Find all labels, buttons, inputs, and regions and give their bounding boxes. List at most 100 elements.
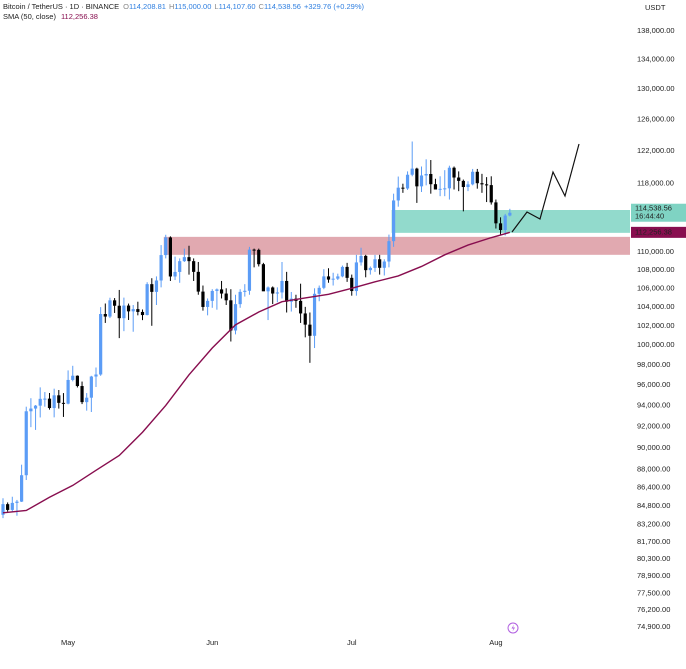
candle-body	[340, 266, 345, 277]
candle-body	[331, 278, 335, 280]
candle-body	[38, 398, 42, 406]
candle-body	[494, 202, 498, 224]
candle-body	[322, 276, 326, 288]
candle-body	[61, 402, 66, 404]
candle-body	[447, 167, 451, 189]
candle-body	[401, 187, 405, 189]
y-tick-label: 74,900.00	[637, 622, 670, 631]
zone	[163, 236, 630, 255]
candle-body	[257, 249, 261, 265]
candle-body	[154, 280, 159, 292]
candle-body	[150, 284, 154, 292]
candle-body	[461, 180, 465, 188]
candle-body	[419, 175, 424, 187]
candle-body	[192, 261, 196, 272]
zone	[391, 210, 630, 233]
candle-body	[85, 397, 89, 403]
candle-body	[71, 375, 75, 380]
candle-body	[275, 292, 279, 294]
sma-badge	[631, 226, 686, 238]
candle-body	[303, 313, 307, 325]
y-tick-label: 106,000.00	[637, 283, 675, 292]
y-tick-label: 86,400.00	[637, 483, 670, 492]
candle-body	[410, 168, 414, 175]
candle-body	[94, 374, 98, 377]
y-tick-label: 80,300.00	[637, 554, 670, 563]
x-tick-label: Aug	[489, 638, 502, 647]
candle-body	[475, 171, 479, 184]
candle-body	[43, 398, 47, 400]
candle-body	[392, 200, 396, 242]
candle-body	[457, 177, 461, 181]
candle-body	[206, 300, 210, 307]
candle-body	[224, 293, 228, 301]
candle-body	[271, 287, 275, 294]
candle-body	[387, 241, 391, 262]
candle-body	[252, 249, 256, 251]
candle-body	[415, 168, 419, 187]
candle-body	[326, 276, 331, 280]
events-icon	[507, 622, 519, 634]
sma-name: SMA (50, close)	[3, 12, 56, 21]
candle-body	[452, 167, 456, 178]
candle-body	[47, 398, 52, 409]
candles	[1, 141, 512, 519]
candle-body	[122, 305, 126, 319]
candle-body	[1, 504, 5, 515]
candle-body	[266, 287, 270, 292]
candle-body	[219, 289, 224, 294]
candle-body	[15, 501, 19, 503]
candle-body	[299, 300, 303, 314]
sma-price-label: 112,256.38	[635, 227, 672, 236]
y-tick-label: 96,000.00	[637, 380, 670, 389]
candle-body	[187, 257, 191, 262]
zones	[163, 210, 630, 255]
ohlc-value: 114,538.56	[264, 2, 301, 11]
ohlc-value: 114,107.60	[219, 2, 256, 11]
ohlc-key: L	[214, 2, 218, 11]
candle-body	[261, 264, 265, 292]
y-tick-label: 78,900.00	[637, 571, 670, 580]
candle-body	[312, 293, 317, 336]
candle-body	[108, 300, 112, 317]
candle-body	[126, 305, 131, 312]
currency: USDT	[645, 3, 666, 12]
candle-body	[136, 309, 140, 312]
candle-body	[345, 266, 349, 278]
candle-body	[373, 259, 377, 268]
last-price-badge	[631, 203, 686, 222]
candle-body	[498, 223, 503, 230]
y-tick-label: 94,000.00	[637, 400, 670, 409]
y-tick-label: 104,000.00	[637, 302, 675, 311]
candle-body	[52, 395, 56, 409]
candle-body	[396, 187, 400, 201]
candle-body	[178, 261, 182, 272]
sma-legend: SMA (50, close) 112,256.38	[3, 12, 98, 21]
candle-body	[466, 184, 470, 188]
candle-body	[215, 289, 219, 291]
x-tick-label: May	[61, 638, 75, 647]
candle-body	[145, 284, 149, 316]
candle-body	[382, 261, 386, 268]
candle-body	[350, 277, 354, 292]
candle-body	[6, 504, 10, 510]
candle-body	[485, 184, 489, 186]
candle-body	[80, 386, 84, 403]
candle-body	[471, 171, 475, 185]
candle-body	[57, 395, 61, 403]
candle-body	[168, 237, 172, 277]
candle-body	[480, 183, 484, 185]
price-axis: May Jun Jul Aug 138,000.00 134,000.00 130,000.…	[61, 26, 686, 647]
candle-body	[443, 188, 447, 190]
y-tick-label: 122,000.00	[637, 146, 675, 155]
candle-body	[308, 324, 312, 336]
y-tick-label: 100,000.00	[637, 340, 675, 349]
event-bolt	[511, 624, 515, 632]
y-tick-label: 110,000.00	[637, 247, 674, 256]
x-tick-label: Jun	[206, 638, 218, 647]
candle-body	[233, 304, 238, 331]
candle-body	[378, 259, 382, 268]
candle-body	[10, 502, 14, 510]
candle-body	[336, 276, 340, 279]
